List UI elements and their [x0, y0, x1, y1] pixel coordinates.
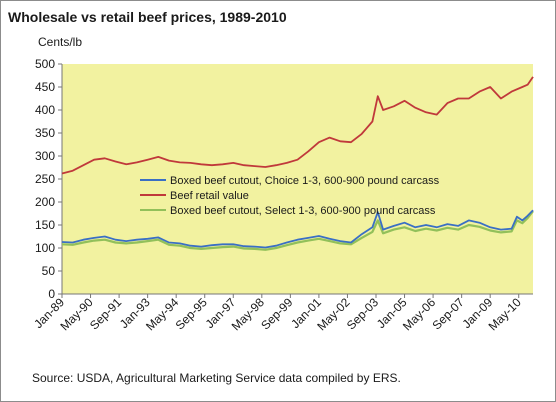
- y-tick-label: 200: [35, 195, 55, 209]
- x-tick-label: May-02: [314, 295, 352, 333]
- y-tick-label: 0: [48, 287, 55, 301]
- chart-title: Wholesale vs retail beef prices, 1989-20…: [8, 9, 287, 25]
- y-tick-label: 100: [35, 241, 55, 255]
- x-tick-label: May-98: [229, 295, 267, 333]
- y-axis-unit-label: Cents/lb: [38, 35, 83, 49]
- y-tick-label: 300: [35, 149, 55, 163]
- legend-label: Boxed beef cutout, Choice 1-3, 600-900 p…: [170, 175, 440, 187]
- x-axis: Jan-89May-90Sep-91Jan-93May-94Sep-95Jan-…: [31, 293, 533, 333]
- y-tick-label: 400: [35, 103, 55, 117]
- legend-label: Boxed beef cutout, Select 1-3, 600-900 p…: [170, 205, 436, 217]
- series-line-2: [61, 76, 534, 175]
- series-line-1: [61, 209, 534, 249]
- source-note: Source: USDA, Agricultural Marketing Ser…: [32, 371, 401, 385]
- series-lines: [61, 76, 534, 251]
- x-tick-label: Sep-03: [344, 295, 381, 332]
- x-tick-label: Sep-99: [258, 295, 295, 332]
- x-tick-label: May-90: [57, 295, 95, 333]
- x-tick-label: Sep-95: [173, 295, 210, 332]
- legend: Boxed beef cutout, Choice 1-3, 600-900 p…: [140, 175, 440, 217]
- y-tick-label: 500: [35, 57, 55, 71]
- x-tick-label: May-10: [486, 295, 524, 333]
- y-axis: 0 50 100 150 200 250 300 350 400 450 500: [35, 57, 63, 301]
- x-tick-label: Sep-07: [429, 295, 466, 332]
- y-tick-label: 50: [42, 264, 56, 278]
- y-tick-label: 350: [35, 126, 55, 140]
- series-line-3: [61, 210, 534, 251]
- x-tick-label: May-06: [400, 295, 438, 333]
- x-tick-label: Sep-91: [87, 295, 124, 332]
- y-tick-label: 250: [35, 172, 55, 186]
- y-tick-label: 450: [35, 80, 55, 94]
- y-tick-label: 150: [35, 218, 55, 232]
- legend-label: Beef retail value: [170, 190, 249, 202]
- x-tick-label: May-94: [143, 295, 181, 333]
